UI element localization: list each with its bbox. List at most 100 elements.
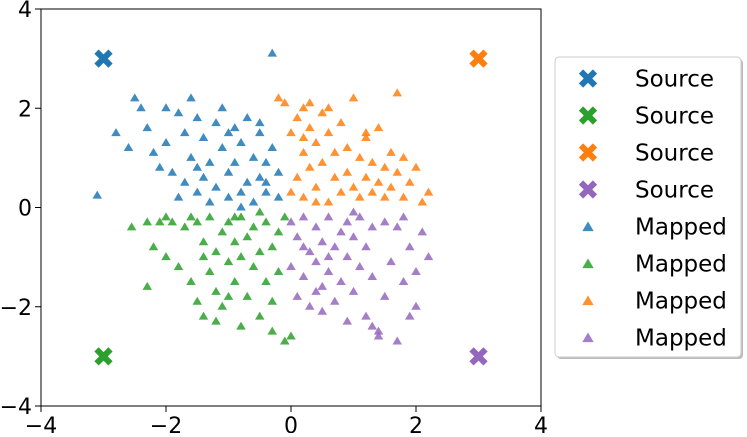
mapped-point bbox=[223, 167, 234, 176]
mapped-point bbox=[192, 162, 202, 171]
mapped-point bbox=[230, 157, 240, 166]
legend-label: Source bbox=[635, 178, 714, 204]
mapped-point bbox=[417, 227, 427, 236]
mapped-point bbox=[317, 237, 327, 246]
mapped-point bbox=[323, 267, 334, 276]
mapped-point bbox=[223, 257, 234, 266]
mapped-point bbox=[161, 252, 171, 261]
mapped-point bbox=[217, 142, 227, 151]
mapped-point bbox=[211, 118, 221, 127]
mapped-point bbox=[323, 212, 334, 221]
source-point bbox=[94, 347, 113, 366]
mapped-point bbox=[198, 172, 209, 181]
mapped-point bbox=[292, 113, 302, 122]
mapped-point bbox=[311, 197, 321, 206]
mapped-point bbox=[342, 217, 352, 226]
mapped-point bbox=[123, 142, 134, 151]
mapped-point bbox=[148, 242, 159, 251]
mapped-point bbox=[186, 276, 196, 285]
mapped-point bbox=[205, 267, 215, 276]
x-marker-stroke bbox=[578, 143, 598, 162]
mapped-point bbox=[305, 123, 315, 132]
mapped-point bbox=[211, 182, 221, 191]
mapped-point bbox=[298, 147, 309, 156]
mapped-point bbox=[392, 88, 402, 97]
mapped-point bbox=[380, 291, 390, 300]
mapped-point bbox=[211, 316, 221, 325]
mapped-point bbox=[180, 222, 190, 231]
mapped-point bbox=[273, 93, 284, 102]
mapped-point bbox=[305, 162, 315, 171]
mapped-point bbox=[211, 247, 221, 256]
x-marker-stroke bbox=[94, 49, 113, 68]
mapped-point bbox=[273, 267, 284, 276]
mapped-point bbox=[192, 187, 202, 196]
y-tick-label: −4 bbox=[0, 395, 32, 420]
mapped-point bbox=[380, 217, 390, 226]
legend-label: Mapped bbox=[635, 215, 727, 241]
x-tick-label: −4 bbox=[25, 414, 57, 433]
x-tick-label: 2 bbox=[409, 414, 423, 433]
mapped-point bbox=[242, 177, 252, 186]
mapped-point bbox=[267, 48, 277, 57]
mapped-point bbox=[323, 197, 334, 206]
plot-frame bbox=[40, 8, 542, 407]
mapped-point bbox=[386, 257, 396, 266]
legend-label: Source bbox=[635, 104, 714, 130]
mapped-point bbox=[405, 177, 415, 186]
mapped-point bbox=[367, 157, 377, 166]
mapped-point bbox=[180, 128, 190, 137]
mapped-point bbox=[286, 262, 296, 271]
mapped-point bbox=[230, 123, 240, 132]
mapped-point bbox=[311, 222, 321, 231]
mapped-point bbox=[155, 217, 165, 226]
y-tick-label: 4 bbox=[18, 0, 32, 23]
mapped-point bbox=[311, 137, 321, 146]
mapped-point bbox=[392, 167, 402, 176]
mapped-point bbox=[398, 276, 409, 285]
mapped-point bbox=[280, 336, 290, 345]
mapped-point bbox=[342, 316, 352, 325]
mapped-point bbox=[236, 321, 246, 330]
mapped-point bbox=[273, 192, 284, 201]
x-marker-stroke bbox=[578, 106, 598, 125]
mapped-point bbox=[261, 177, 271, 186]
mapped-point bbox=[142, 123, 152, 132]
mapped-point bbox=[423, 252, 434, 261]
mapped-point bbox=[348, 182, 359, 191]
mapped-point bbox=[380, 162, 390, 171]
mapped-point bbox=[292, 291, 302, 300]
mapped-point bbox=[267, 242, 277, 251]
mapped-point bbox=[230, 237, 240, 246]
mapped-point bbox=[336, 227, 346, 236]
x-marker-stroke bbox=[578, 180, 598, 199]
mapped-point bbox=[317, 157, 327, 166]
mapped-point bbox=[342, 167, 352, 176]
mapped-point bbox=[142, 217, 152, 226]
mapped-point bbox=[317, 108, 327, 117]
mapped-point bbox=[398, 192, 409, 201]
x-marker-stroke bbox=[578, 69, 598, 88]
x-tick-label: −2 bbox=[150, 414, 182, 433]
mapped-point bbox=[255, 172, 265, 181]
mapped-point bbox=[273, 167, 284, 176]
x-marker-stroke bbox=[94, 347, 113, 366]
mapped-point bbox=[411, 267, 421, 276]
mapped-point bbox=[198, 252, 209, 261]
mapped-point bbox=[330, 172, 340, 181]
mapped-point bbox=[298, 271, 309, 280]
mapped-point bbox=[348, 232, 359, 241]
legend: Source Source Source Source Mapped Mapped Mapp… bbox=[554, 56, 743, 359]
legend-mapped-marker bbox=[582, 221, 594, 232]
mapped-point bbox=[317, 306, 327, 315]
mapped-point bbox=[305, 247, 315, 256]
mapped-point bbox=[286, 331, 296, 340]
mapped-point bbox=[298, 212, 309, 221]
mapped-point bbox=[323, 103, 334, 112]
mapped-point bbox=[398, 212, 409, 221]
mapped-point bbox=[173, 108, 184, 117]
mapped-point bbox=[411, 301, 421, 310]
mapped-point bbox=[248, 197, 259, 206]
mapped-point bbox=[273, 227, 284, 236]
